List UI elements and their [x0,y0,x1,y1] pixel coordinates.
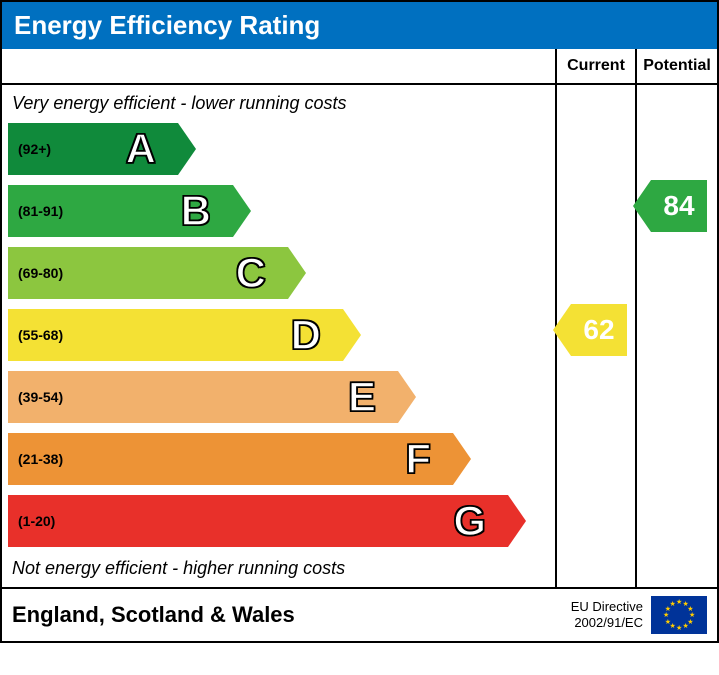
band-row-g: (1-20) G [2,492,555,550]
eu-star-icon: ★ [683,622,689,630]
potential-value: 84 [651,180,707,232]
band-bar-g: (1-20) G [8,495,508,547]
band-row-c: (69-80) C [2,244,555,302]
band-range-e: (39-54) [8,389,63,405]
band-letter-f: F [405,435,431,483]
band-bar-f: (21-38) F [8,433,453,485]
band-row-e: (39-54) E [2,368,555,426]
title-bar: Energy Efficiency Rating [2,2,717,49]
header-current: Current [557,49,637,83]
region-text: England, Scotland & Wales [12,602,295,628]
band-bar-b: (81-91) B [8,185,233,237]
band-range-d: (55-68) [8,327,63,343]
band-row-b: (81-91) B [2,182,555,240]
eu-star-icon: ★ [676,598,682,606]
epc-chart: Energy Efficiency Rating Current Potenti… [0,0,719,643]
band-row-d: (55-68) D [2,306,555,364]
band-row-f: (21-38) F [2,430,555,488]
directive-box: EU Directive 2002/91/EC ★★★★★★★★★★★★ [571,596,707,634]
band-bar-a: (92+) A [8,123,178,175]
band-range-a: (92+) [8,141,51,157]
header-row: Current Potential [2,49,717,85]
band-letter-d: D [291,311,321,359]
title-text: Energy Efficiency Rating [14,10,320,40]
band-range-c: (69-80) [8,265,63,281]
header-blank [2,49,557,83]
current-column: 62 [557,85,637,587]
band-bar-c: (69-80) C [8,247,288,299]
potential-column: 84 [637,85,717,587]
band-letter-b: B [181,187,211,235]
band-letter-c: C [236,249,266,297]
bands-column: Very energy efficient - lower running co… [2,85,557,587]
potential-pointer: 84 [651,180,707,232]
header-potential: Potential [637,49,717,83]
main-grid: Very energy efficient - lower running co… [2,85,717,587]
eu-star-icon: ★ [670,600,676,608]
eu-star-icon: ★ [676,624,682,632]
band-range-f: (21-38) [8,451,63,467]
band-letter-g: G [453,497,486,545]
current-value: 62 [571,304,627,356]
eu-flag-icon: ★★★★★★★★★★★★ [651,596,707,634]
pointer-notch-icon [553,304,571,356]
band-letter-a: A [126,125,156,173]
directive-text: EU Directive 2002/91/EC [571,599,643,630]
band-bar-e: (39-54) E [8,371,398,423]
band-range-g: (1-20) [8,513,55,529]
footer-row: England, Scotland & Wales EU Directive 2… [2,587,717,641]
current-pointer: 62 [571,304,627,356]
band-letter-e: E [348,373,376,421]
band-bar-d: (55-68) D [8,309,343,361]
pointer-notch-icon [633,180,651,232]
band-range-b: (81-91) [8,203,63,219]
caption-inefficient: Not energy efficient - higher running co… [2,554,555,583]
band-row-a: (92+) A [2,120,555,178]
caption-efficient: Very energy efficient - lower running co… [2,91,555,120]
